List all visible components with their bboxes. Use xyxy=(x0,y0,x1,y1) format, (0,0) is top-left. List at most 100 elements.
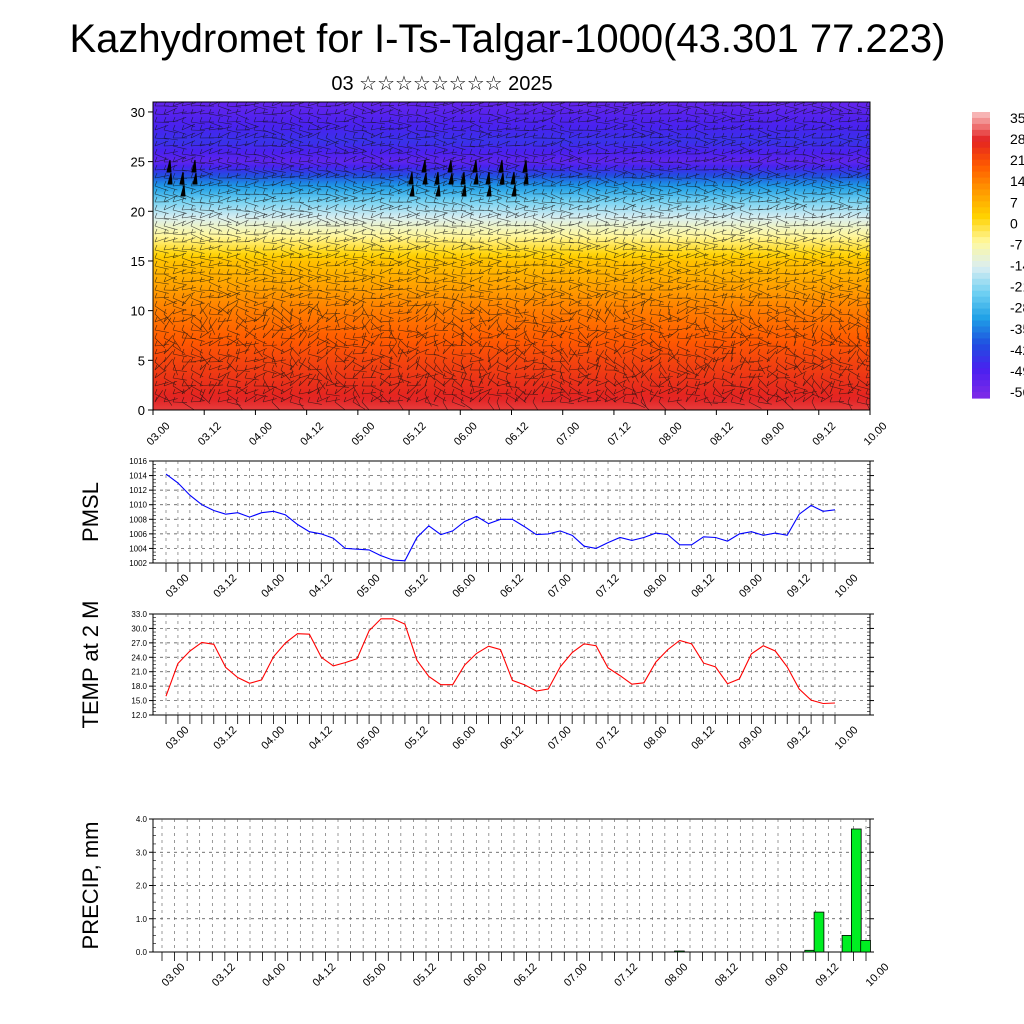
x-tick-label: 06.12 xyxy=(498,572,526,600)
x-tick-label: 08.12 xyxy=(713,961,741,989)
colorbar-band xyxy=(972,302,990,310)
x-tick-label: 09.12 xyxy=(785,724,813,752)
colorbar-band xyxy=(972,213,990,220)
precip-bar xyxy=(804,949,815,953)
colorbar-label: 28 xyxy=(1010,131,1024,147)
colorbar-band xyxy=(972,243,990,250)
colorbar-band xyxy=(972,386,990,393)
y-tick-label: 1012 xyxy=(129,486,147,495)
y-tick-label: 1004 xyxy=(129,544,147,553)
colorbar-band xyxy=(972,296,990,304)
x-tick-label: 09.12 xyxy=(810,420,838,448)
colorbar-band xyxy=(972,177,990,185)
y-tick-label: 0.0 xyxy=(136,948,148,957)
y-axis-title: PRECIP, mm xyxy=(78,822,103,950)
colorbar-label: 7 xyxy=(1010,194,1018,210)
y-tick-label: 15.0 xyxy=(131,697,147,706)
x-tick-label: 05.12 xyxy=(411,961,439,989)
colorbar-band xyxy=(972,117,990,125)
x-tick-label: 04.00 xyxy=(259,724,287,752)
x-tick-label: 03.12 xyxy=(211,724,239,752)
x-tick-label: 05.00 xyxy=(355,572,383,600)
x-tick-label: 08.00 xyxy=(662,961,690,989)
colorbar-band xyxy=(972,332,990,340)
x-tick-label: 06.12 xyxy=(503,420,531,448)
x-tick-label: 07.00 xyxy=(562,961,590,989)
x-tick-label: 03.12 xyxy=(196,420,224,448)
x-tick-label: 10.00 xyxy=(862,420,890,448)
y-tick-label: 25 xyxy=(131,155,145,170)
colorbar-band xyxy=(972,129,990,137)
colorbar-band xyxy=(972,159,990,167)
x-tick-label: 09.00 xyxy=(737,572,765,600)
x-tick-label: 04.12 xyxy=(298,420,326,448)
colorbar-band xyxy=(972,260,990,268)
colorbar-band xyxy=(972,362,990,369)
x-tick-label: 05.12 xyxy=(403,724,431,752)
x-tick-label: 08.12 xyxy=(708,420,736,448)
precip-bar xyxy=(813,911,825,953)
colorbar-label: -49 xyxy=(1010,363,1024,379)
x-tick-label: 05.00 xyxy=(349,420,377,448)
y-tick-label: 4.0 xyxy=(136,815,148,824)
x-tick-label: 03.12 xyxy=(211,572,239,600)
y-tick-label: 21.0 xyxy=(131,668,147,677)
precip-bar xyxy=(860,940,871,953)
y-tick-label: 1016 xyxy=(129,457,147,466)
colorbar-band xyxy=(972,392,990,399)
colorbar-band xyxy=(972,314,990,322)
y-tick-label: 30.0 xyxy=(131,624,147,633)
colorbar-band xyxy=(972,195,990,202)
y-tick-label: 15 xyxy=(131,254,145,269)
x-tick-label: 09.00 xyxy=(759,420,787,448)
x-tick-label: 04.12 xyxy=(310,961,338,989)
y-axis-title: TEMP at 2 M xyxy=(78,601,103,729)
colorbar-band xyxy=(972,231,990,238)
x-tick-label: 06.00 xyxy=(452,420,480,448)
colorbar-band xyxy=(972,350,990,357)
precip-bar xyxy=(841,935,853,953)
y-tick-label: 1008 xyxy=(129,515,147,524)
x-tick-label: 03.12 xyxy=(210,961,238,989)
colorbar-band xyxy=(972,189,990,197)
colorbar-band xyxy=(972,338,990,345)
pmsl-series-line xyxy=(165,473,836,562)
x-tick-label: 03.00 xyxy=(145,420,173,448)
x-tick-label: 05.00 xyxy=(355,724,383,752)
x-tick-label: 06.00 xyxy=(450,724,478,752)
colorbar-band xyxy=(972,147,990,155)
colorbar-band xyxy=(972,308,990,316)
colorbar-label: 14 xyxy=(1010,173,1024,189)
colorbar-band xyxy=(972,266,990,274)
colorbar-band xyxy=(972,249,990,256)
x-tick-label: 04.12 xyxy=(307,724,335,752)
colorbar-label: -14 xyxy=(1010,258,1024,274)
x-tick-label: 05.12 xyxy=(403,572,431,600)
temp-2m-line-chart: 12.0 15.0 18.0 21.0 24.0 27.0 30.0 33.0 03.00 03.… xyxy=(78,601,874,752)
y-tick-label: 0 xyxy=(138,403,145,418)
x-tick-label: 07.12 xyxy=(606,420,634,448)
y-tick-label: 1002 xyxy=(129,559,147,568)
x-tick-label: 08.00 xyxy=(657,420,685,448)
y-tick-label: 1014 xyxy=(129,472,147,481)
y-tick-label: 20 xyxy=(131,204,145,219)
y-tick-label: 33.0 xyxy=(131,610,147,619)
colorbar-label: 0 xyxy=(1010,215,1018,231)
x-tick-label: 04.00 xyxy=(247,420,275,448)
colorbar-band xyxy=(972,320,990,328)
colorbar-band xyxy=(972,201,990,208)
colorbar-band xyxy=(972,374,990,381)
colorbar-band xyxy=(972,123,990,131)
colorbar-label: -28 xyxy=(1010,300,1024,316)
y-tick-label: 18.0 xyxy=(131,682,147,691)
colorbar-label: -42 xyxy=(1010,342,1024,358)
x-tick-label: 03.00 xyxy=(164,572,192,600)
x-tick-label: 09.12 xyxy=(813,961,841,989)
colorbar-legend: 35 28 21 14 7 0 -7 -14 -21 -28 -35 -42 -49 -56 xyxy=(972,110,1024,400)
panel-frame xyxy=(152,460,871,564)
pmsl-line-chart: 1002 1004 1006 1008 1010 1012 1014 1016 03.00 03.… xyxy=(78,457,874,600)
colorbar-label: -56 xyxy=(1010,384,1024,400)
y-tick-label: 1010 xyxy=(129,501,147,510)
x-tick-label: 04.00 xyxy=(260,961,288,989)
chart-subtitle: 03 ☆☆☆☆☆☆☆☆ 2025 xyxy=(331,73,553,95)
